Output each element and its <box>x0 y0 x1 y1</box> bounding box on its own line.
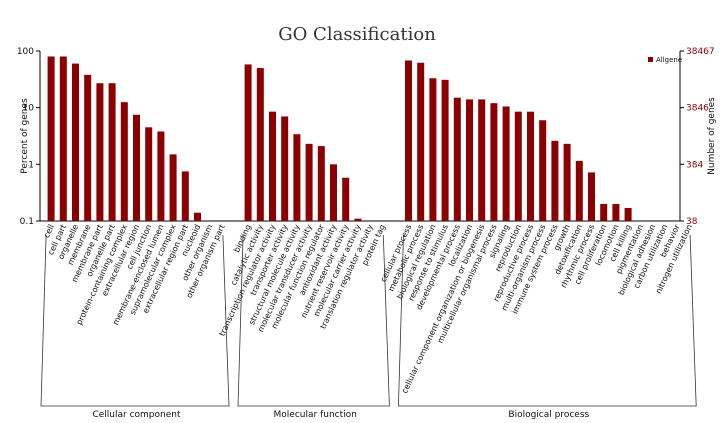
bar <box>293 134 301 221</box>
group-label: Cellular component <box>92 410 180 420</box>
bar <box>478 99 486 221</box>
y-tick-label-left: 100 <box>17 47 34 57</box>
bar <box>551 140 559 221</box>
bar <box>588 172 595 221</box>
y-tick-label-right: 3846 <box>686 104 709 114</box>
bar <box>59 56 67 222</box>
bar <box>317 146 325 221</box>
bar <box>563 143 571 221</box>
legend: Allgene <box>648 56 682 64</box>
bar <box>600 203 608 221</box>
bar <box>256 68 264 221</box>
bar <box>354 218 362 221</box>
bar <box>330 164 337 221</box>
chart-title: GO Classification <box>278 24 436 45</box>
bar <box>453 97 461 221</box>
y-tick-label-left: 10 <box>23 104 35 114</box>
bar <box>527 111 534 221</box>
bar <box>612 203 620 221</box>
bar <box>281 116 289 221</box>
y-tick-label-right: 38 <box>686 217 698 227</box>
bar <box>514 111 522 221</box>
legend-swatch <box>648 57 653 62</box>
bar <box>72 63 79 222</box>
bar <box>194 212 201 221</box>
bar <box>502 106 510 221</box>
bar <box>181 171 189 221</box>
bar <box>441 79 449 221</box>
bar <box>133 114 140 221</box>
group-bracket <box>237 234 390 407</box>
bar <box>120 102 128 221</box>
bar <box>169 154 177 221</box>
bar <box>47 56 55 222</box>
bar <box>269 111 276 221</box>
y-axis-label-left: Percent of genes <box>20 98 30 174</box>
legend-label: Allgene <box>656 56 682 64</box>
y-tick-label-right: 38467 <box>686 47 715 57</box>
bar <box>244 64 252 221</box>
bar <box>342 177 350 221</box>
bar <box>624 207 632 221</box>
y-tick-label-left: 0.1 <box>20 217 34 227</box>
group-bracket <box>397 234 697 407</box>
bar <box>575 160 583 221</box>
bar <box>490 103 498 221</box>
bar <box>145 127 153 221</box>
bar <box>84 74 92 222</box>
bar <box>429 78 437 221</box>
y-tick-label-right: 384 <box>686 160 703 170</box>
y-tick-label-left: 1 <box>28 160 34 170</box>
group-bracket <box>40 234 230 407</box>
bar <box>405 60 412 221</box>
y-axis-label-right: Number of genes <box>707 97 717 175</box>
bar <box>157 131 165 221</box>
bar <box>305 143 313 221</box>
group-label: Biological process <box>508 410 589 420</box>
bar <box>417 62 425 222</box>
group-label: Molecular function <box>274 410 357 420</box>
bar <box>466 99 473 221</box>
bar <box>539 120 547 221</box>
bar <box>96 83 104 221</box>
bar <box>108 83 116 221</box>
